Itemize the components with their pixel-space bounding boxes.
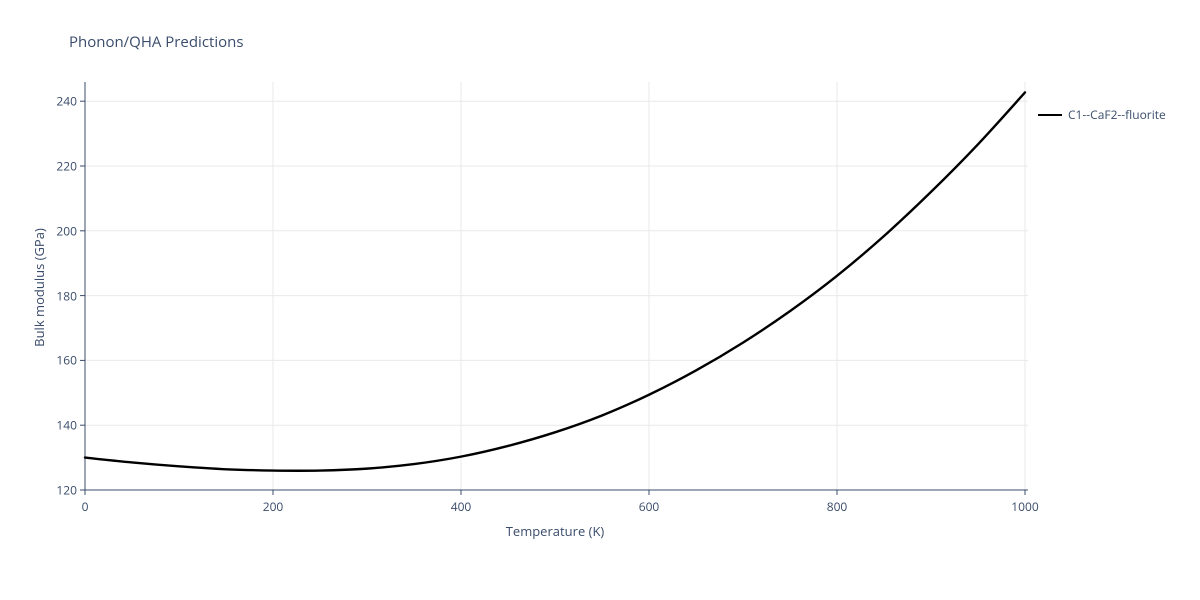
- y-tick-label: 220: [51, 158, 77, 175]
- legend: C1--CaF2--fluorite: [1038, 106, 1166, 123]
- y-tick-label: 140: [51, 417, 77, 434]
- y-axis-label: Bulk modulus (GPa): [30, 85, 48, 490]
- legend-swatch: [1038, 114, 1062, 116]
- y-tick-label: 180: [51, 287, 77, 304]
- legend-label: C1--CaF2--fluorite: [1068, 106, 1166, 123]
- y-tick-label: 120: [51, 482, 77, 499]
- y-tick-label: 240: [51, 93, 77, 110]
- series-line: [85, 92, 1025, 470]
- y-tick-label: 160: [51, 352, 77, 369]
- x-tick-label: 400: [451, 498, 472, 515]
- x-tick-label: 0: [82, 498, 89, 515]
- x-tick-label: 200: [263, 498, 284, 515]
- x-axis-label: Temperature (K): [455, 522, 655, 540]
- chart-container: Phonon/QHA Predictions 02004006008001000…: [0, 0, 1200, 600]
- x-tick-label: 600: [639, 498, 660, 515]
- y-tick-label: 200: [51, 222, 77, 239]
- x-tick-label: 800: [827, 498, 848, 515]
- x-tick-label: 1000: [1011, 498, 1038, 515]
